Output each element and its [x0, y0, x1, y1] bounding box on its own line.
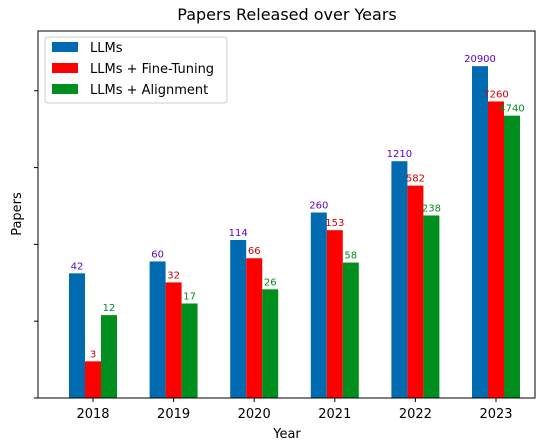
- data-label-2020-series-0: 114: [229, 228, 248, 239]
- x-tick-label-2022: 2022: [399, 407, 432, 422]
- bar-2022-series-0: [391, 161, 408, 398]
- legend-box: [44, 36, 228, 104]
- bars-group: [69, 66, 520, 399]
- data-label-2023-series-0: 20900: [464, 54, 496, 65]
- data-label-2019-series-1: 32: [167, 270, 180, 281]
- y-axis-label: Papers: [10, 192, 25, 236]
- bar-2021-series-2: [342, 262, 359, 398]
- data-label-2021-series-1: 153: [325, 218, 344, 229]
- data-label-2020-series-1: 66: [248, 246, 261, 257]
- data-label-2021-series-0: 260: [309, 201, 328, 212]
- bar-2020-series-2: [262, 289, 279, 398]
- legend-label-series-0: LLMs: [90, 41, 123, 56]
- x-tick-label-2020: 2020: [238, 407, 271, 422]
- data-label-2018-series-1: 3: [90, 349, 96, 360]
- data-label-2022-series-1: 582: [406, 174, 425, 185]
- data-label-2019-series-0: 60: [151, 249, 164, 260]
- bar-2019-series-2: [181, 303, 198, 398]
- x-tick-label-2019: 2019: [157, 407, 190, 422]
- y-axis-ticks: [34, 90, 38, 399]
- bar-2023-series-0: [472, 66, 488, 399]
- data-label-2018-series-0: 42: [71, 261, 84, 272]
- x-tick-label-2018: 2018: [76, 407, 109, 422]
- legend-swatch-series-2: [52, 84, 78, 94]
- bar-2023-series-2: [504, 115, 520, 398]
- x-axis-label: Year: [272, 427, 301, 441]
- bar-2019-series-0: [149, 261, 166, 398]
- data-label-2022-series-0: 1210: [387, 149, 412, 160]
- x-axis-ticks: 2018 2019 2020 2021 2022 2023: [76, 398, 513, 422]
- bar-2019-series-1: [165, 282, 182, 398]
- legend-label-series-2: LLMs + Alignment: [90, 83, 208, 98]
- bar-2020-series-1: [246, 258, 263, 398]
- data-label-2023-series-2: 4740: [499, 104, 524, 115]
- bar-2022-series-1: [407, 185, 424, 398]
- data-label-2021-series-2: 58: [344, 251, 357, 262]
- bar-2020-series-0: [230, 240, 247, 398]
- data-label-2019-series-2: 17: [183, 291, 196, 302]
- legend-label-series-1: LLMs + Fine-Tuning: [90, 62, 214, 77]
- data-label-2018-series-2: 12: [103, 303, 116, 314]
- x-tick-label-2021: 2021: [318, 407, 351, 422]
- data-label-2020-series-2: 26: [264, 277, 277, 288]
- legend-swatch-series-0: [52, 42, 78, 52]
- bar-2018-series-0: [69, 273, 85, 398]
- data-label-2023-series-1: 7260: [483, 89, 508, 100]
- legend-swatch-series-1: [52, 63, 78, 73]
- bar-2021-series-0: [310, 212, 327, 398]
- legend: LLMs LLMs + Fine-Tuning LLMs + Alignment: [44, 36, 228, 104]
- chart-title: Papers Released over Years: [177, 5, 396, 24]
- plot-frame: [37, 30, 536, 399]
- bar-2021-series-1: [326, 230, 343, 398]
- bar-2023-series-1: [488, 101, 504, 398]
- bar-2018-series-2: [101, 315, 117, 398]
- bar-2022-series-2: [423, 215, 440, 398]
- data-label-2022-series-2: 238: [422, 203, 441, 214]
- x-tick-label-2023: 2023: [479, 407, 512, 422]
- bar-2018-series-1: [85, 361, 101, 398]
